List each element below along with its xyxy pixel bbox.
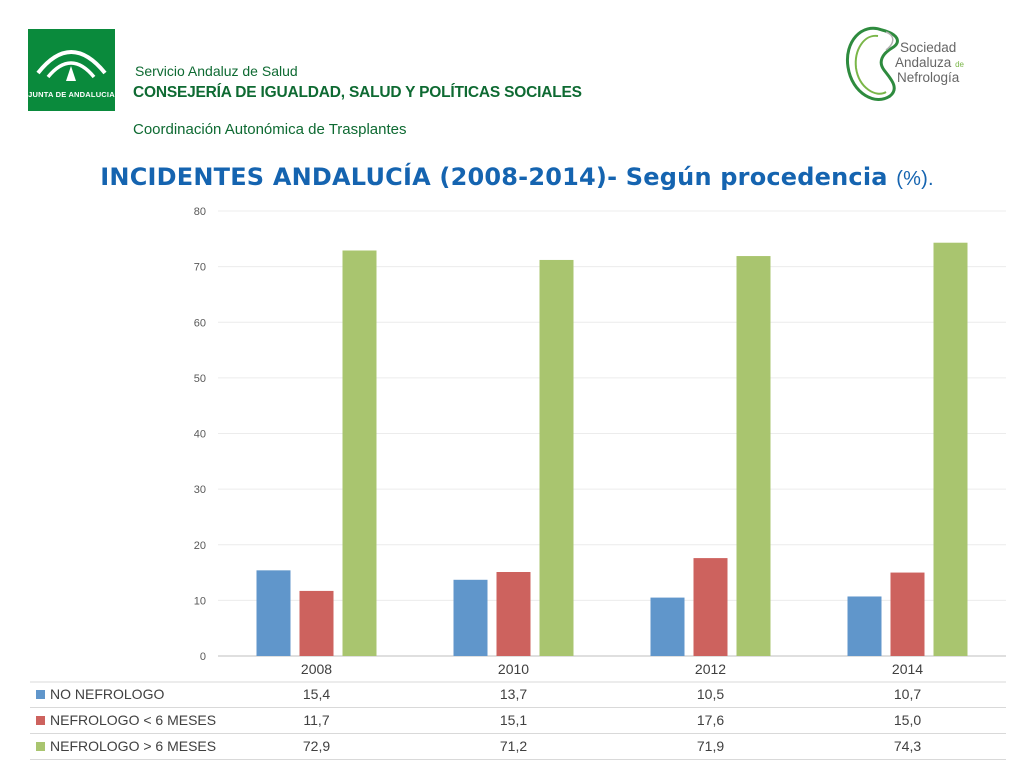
- data-label: 17,6: [696, 712, 725, 728]
- org-line-servicio: Servicio Andaluz de Salud: [135, 63, 298, 79]
- kidney-logo-icon: [845, 26, 899, 101]
- legend-swatch: [36, 742, 45, 751]
- bar: [256, 570, 291, 656]
- junta-logo-text: JUNTA DE ANDALUCIA: [28, 90, 115, 99]
- page-title: INCIDENTES ANDALUCÍA (2008-2014)- Según …: [0, 163, 1024, 191]
- y-tick-label: 0: [200, 651, 206, 663]
- society-name-line3: Nefrología: [897, 70, 960, 85]
- society-name-line1: Sociedad: [900, 40, 957, 55]
- y-tick-label: 70: [194, 262, 206, 274]
- bar: [890, 572, 925, 656]
- bar: [453, 579, 488, 656]
- legend-swatch: [36, 716, 45, 725]
- data-label: 10,5: [696, 686, 725, 702]
- bar: [342, 250, 377, 656]
- bar: [847, 596, 882, 656]
- legend-swatch: [36, 690, 45, 699]
- y-tick-label: 40: [194, 429, 206, 441]
- junta-de-andalucia-logo: JUNTA DE ANDALUCIA: [28, 29, 115, 111]
- data-label: 74,3: [893, 738, 922, 754]
- society-de: de: [955, 60, 964, 69]
- x-tick-label: 2010: [498, 661, 529, 677]
- bar: [693, 558, 728, 656]
- bar: [736, 256, 771, 656]
- table-row: NEFROLOGO < 6 MESES 11,7 15,1 17,6 15,0: [30, 708, 1006, 734]
- society-name-line2: Andaluza de: [895, 56, 964, 71]
- row-divider: [30, 733, 1006, 734]
- data-label: 11,7: [303, 712, 330, 728]
- data-label: 15,1: [499, 712, 528, 728]
- data-label: 72,9: [302, 738, 331, 754]
- y-tick-label: 50: [194, 373, 206, 385]
- x-tick-label: 2012: [695, 661, 726, 677]
- y-tick-label: 20: [194, 540, 206, 552]
- org-line-coordinacion: Coordinación Autonómica de Trasplantes: [133, 121, 407, 138]
- y-tick-label: 10: [194, 595, 206, 607]
- table-row: NO NEFROLOGO 15,4 13,7 10,5 10,7: [30, 682, 1006, 708]
- legend-label: NEFROLOGO > 6 MESES: [50, 738, 217, 754]
- data-label: 71,2: [499, 738, 528, 754]
- bar: [539, 259, 574, 656]
- x-tick-label: 2008: [301, 661, 332, 677]
- y-tick-label: 60: [194, 317, 206, 329]
- org-line-consejeria: CONSEJERÍA DE IGUALDAD, SALUD Y POLÍTICA…: [133, 84, 582, 101]
- bar: [496, 572, 531, 656]
- row-divider: [30, 759, 1006, 760]
- row-divider: [30, 707, 1006, 708]
- data-label: 13,7: [499, 686, 528, 702]
- title-main: INCIDENTES ANDALUCÍA (2008-2014)- Según …: [100, 163, 888, 191]
- data-label: 15,4: [302, 686, 331, 702]
- bar: [299, 590, 334, 656]
- title-suffix: (%).: [896, 168, 934, 190]
- table-row: NEFROLOGO > 6 MESES 72,9 71,2 71,9 74,3: [30, 734, 1006, 760]
- data-label: 71,9: [696, 738, 725, 754]
- data-label: 15,0: [893, 712, 922, 728]
- y-tick-label: 80: [194, 206, 206, 218]
- society-andaluza: Andaluza: [895, 55, 952, 70]
- y-tick-label: 30: [194, 484, 206, 496]
- data-label: 10,7: [893, 686, 922, 702]
- legend-label: NO NEFROLOGO: [50, 686, 165, 702]
- bar: [933, 242, 968, 657]
- x-tick-label: 2014: [892, 661, 923, 677]
- legend-label: NEFROLOGO < 6 MESES: [50, 712, 217, 728]
- junta-arch-icon: [36, 50, 107, 81]
- bar: [650, 597, 685, 656]
